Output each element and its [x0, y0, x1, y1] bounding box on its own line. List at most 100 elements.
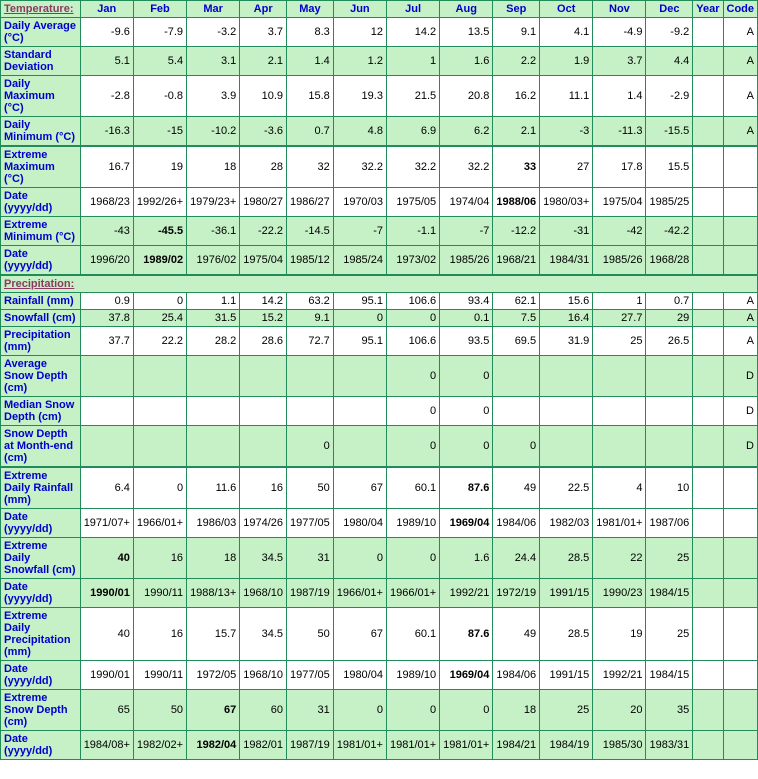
- cell: 1990/11: [133, 579, 186, 608]
- cell: 1975/05: [386, 188, 439, 217]
- cell: 28.5: [540, 608, 593, 661]
- cell: [723, 188, 758, 217]
- cell: 10.9: [240, 76, 287, 117]
- cell: 1980/04: [333, 509, 386, 538]
- cell: 1986/27: [287, 188, 334, 217]
- cell: [540, 397, 593, 426]
- cell: [723, 608, 758, 661]
- cell: 17.8: [593, 146, 646, 188]
- data-row: Date (yyyy/dd)1990/011990/111972/051968/…: [1, 661, 758, 690]
- cell: 9.1: [493, 18, 540, 47]
- cell: 0: [386, 356, 439, 397]
- cell: -10.2: [187, 117, 240, 147]
- cell: 18: [187, 538, 240, 579]
- cell: 1983/31: [646, 731, 693, 760]
- cell: 1.2: [333, 47, 386, 76]
- cell: [540, 426, 593, 468]
- data-row: Extreme Daily Snowfall (cm)40161834.5310…: [1, 538, 758, 579]
- cell: 29: [646, 310, 693, 327]
- cell: -2.8: [80, 76, 133, 117]
- cell: [723, 538, 758, 579]
- cell: 0: [133, 293, 186, 310]
- header-col-feb: Feb: [133, 1, 186, 18]
- cell: A: [723, 47, 758, 76]
- cell: 1985/24: [333, 246, 386, 276]
- cell: [240, 356, 287, 397]
- cell: [693, 509, 723, 538]
- cell: 0: [333, 310, 386, 327]
- cell: 4.8: [333, 117, 386, 147]
- cell: 1982/04: [187, 731, 240, 760]
- cell: 0: [333, 538, 386, 579]
- cell: 1: [386, 47, 439, 76]
- cell: 2.2: [493, 47, 540, 76]
- cell: 1992/21: [440, 579, 493, 608]
- cell: 95.1: [333, 293, 386, 310]
- cell: 11.6: [187, 467, 240, 509]
- climate-normals-table: Temperature: JanFebMarAprMayJunJulAugSep…: [0, 0, 758, 760]
- cell: 16.4: [540, 310, 593, 327]
- cell: 1981/01+: [386, 731, 439, 760]
- cell: [693, 310, 723, 327]
- cell: 1988/06: [493, 188, 540, 217]
- cell: 11.1: [540, 76, 593, 117]
- data-row: Daily Minimum (°C)-16.3-15-10.2-3.60.74.…: [1, 117, 758, 147]
- cell: 5.4: [133, 47, 186, 76]
- cell: 1989/10: [386, 509, 439, 538]
- cell: 33: [493, 146, 540, 188]
- cell: 1968/10: [240, 661, 287, 690]
- cell: 1980/03+: [540, 188, 593, 217]
- cell: 72.7: [287, 327, 334, 356]
- row-label: Extreme Daily Snowfall (cm): [1, 538, 81, 579]
- row-label: Date (yyyy/dd): [1, 579, 81, 608]
- row-label: Extreme Daily Rainfall (mm): [1, 467, 81, 509]
- cell: 1973/02: [386, 246, 439, 276]
- data-row: Extreme Snow Depth (cm)65506760310001825…: [1, 690, 758, 731]
- cell: 1.9: [540, 47, 593, 76]
- cell: 18: [493, 690, 540, 731]
- header-col-may: May: [287, 1, 334, 18]
- cell: 1966/01+: [133, 509, 186, 538]
- cell: -3.6: [240, 117, 287, 147]
- cell: 1981/01+: [593, 509, 646, 538]
- cell: 0: [386, 310, 439, 327]
- cell: [723, 467, 758, 509]
- cell: 3.7: [593, 47, 646, 76]
- cell: 34.5: [240, 538, 287, 579]
- cell: 1974/04: [440, 188, 493, 217]
- cell: 1982/01: [240, 731, 287, 760]
- cell: -43: [80, 217, 133, 246]
- cell: 24.4: [493, 538, 540, 579]
- cell: [646, 356, 693, 397]
- row-label: Date (yyyy/dd): [1, 188, 81, 217]
- cell: 1985/12: [287, 246, 334, 276]
- cell: A: [723, 310, 758, 327]
- cell: 1988/13+: [187, 579, 240, 608]
- data-row: Date (yyyy/dd)1971/07+1966/01+1986/03197…: [1, 509, 758, 538]
- cell: 93.4: [440, 293, 493, 310]
- cell: -16.3: [80, 117, 133, 147]
- cell: -0.8: [133, 76, 186, 117]
- cell: 1975/04: [593, 188, 646, 217]
- cell: 16: [240, 467, 287, 509]
- cell: 25: [646, 538, 693, 579]
- cell: [593, 397, 646, 426]
- cell: 0: [440, 426, 493, 468]
- cell: [693, 661, 723, 690]
- cell: D: [723, 397, 758, 426]
- cell: 67: [333, 467, 386, 509]
- cell: 1992/21: [593, 661, 646, 690]
- header-col-oct: Oct: [540, 1, 593, 18]
- cell: 63.2: [287, 293, 334, 310]
- cell: 9.1: [287, 310, 334, 327]
- cell: A: [723, 293, 758, 310]
- data-row: Date (yyyy/dd)1990/011990/111988/13+1968…: [1, 579, 758, 608]
- cell: -15: [133, 117, 186, 147]
- cell: 87.6: [440, 608, 493, 661]
- cell: 1985/25: [646, 188, 693, 217]
- cell: A: [723, 327, 758, 356]
- cell: 4.1: [540, 18, 593, 47]
- row-label: Extreme Minimum (°C): [1, 217, 81, 246]
- cell: [723, 217, 758, 246]
- cell: -11.3: [593, 117, 646, 147]
